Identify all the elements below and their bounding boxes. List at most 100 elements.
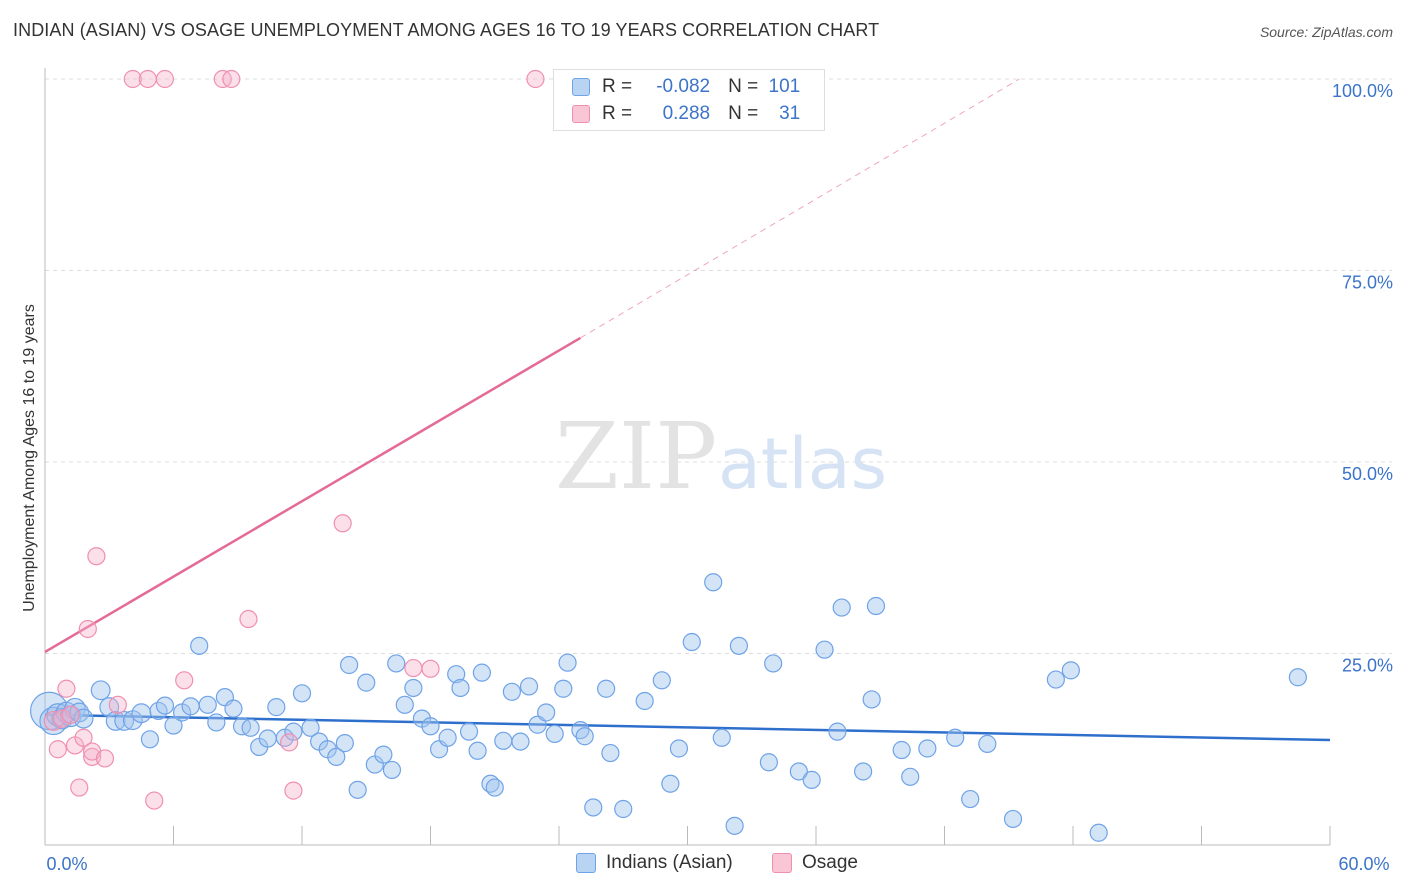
point-indians: [978, 734, 997, 753]
series-legend: Indians (Asian) Osage: [0, 852, 1406, 878]
gridlines: [45, 78, 1392, 654]
point-indians: [292, 684, 312, 703]
point-indians: [447, 665, 466, 684]
point-indians: [472, 663, 491, 682]
point-osage: [280, 733, 299, 752]
legend-label-indians: Indians (Asian): [606, 852, 733, 873]
point-indians: [181, 697, 200, 716]
legend-item-osage[interactable]: Osage: [772, 852, 858, 874]
point-indians: [789, 762, 808, 781]
point-indians: [537, 703, 556, 722]
y-tick-label: 100.0%: [1332, 81, 1393, 101]
point-indians: [815, 640, 834, 659]
legend-row-indians: R = -0.082 N = 101: [572, 74, 800, 100]
point-indians: [764, 654, 783, 673]
trend-lines: [44, 78, 1331, 742]
point-indians: [519, 677, 539, 696]
point-indians: [198, 695, 217, 714]
point-osage: [175, 671, 194, 690]
point-indians: [451, 678, 470, 698]
point-osage: [404, 658, 423, 678]
point-indians: [267, 698, 286, 717]
y-tick-label: 25.0%: [1342, 656, 1393, 676]
point-indians: [545, 724, 564, 744]
y-axis-label: Unemployment Among Ages 16 to 19 years: [21, 304, 38, 612]
correlation-legend: R = -0.082 N = 101 R = 0.288 N = 31: [553, 69, 825, 131]
trend-line-osage-extension: [580, 78, 1020, 339]
point-osage: [138, 69, 157, 89]
legend-item-indians[interactable]: Indians (Asian): [576, 852, 733, 874]
n-value: 31: [779, 103, 801, 124]
point-indians: [459, 722, 479, 741]
watermark: ZIP atlas: [555, 403, 887, 510]
point-osage: [48, 740, 67, 759]
point-indians: [759, 753, 778, 772]
point-indians: [421, 717, 440, 736]
x-axis-tick-labels: 0.0% 60.0%: [46, 854, 1389, 874]
point-indians: [140, 730, 160, 749]
r-value: 0.288: [662, 103, 711, 124]
point-indians: [340, 655, 359, 675]
trend-line-indians: [44, 713, 1331, 742]
point-indians: [114, 710, 135, 731]
point-indians: [131, 703, 152, 724]
point-indians: [918, 739, 937, 758]
x-tick-label-max: 60.0%: [1338, 854, 1389, 874]
point-indians: [105, 710, 126, 731]
source-credit: Source: ZipAtlas.com: [1259, 24, 1393, 40]
point-indians: [669, 739, 689, 758]
legend-swatch-indians: [576, 853, 596, 873]
point-indians: [946, 728, 965, 747]
y-axis-tick-labels: 25.0% 50.0% 75.0% 100.0%: [1332, 81, 1393, 676]
r-label: R =: [602, 103, 633, 124]
point-indians: [301, 718, 320, 737]
point-indians: [597, 679, 616, 698]
point-osage: [78, 619, 97, 639]
point-indians: [712, 728, 731, 747]
trend-line-osage: [44, 336, 582, 654]
n-label: N =: [728, 76, 759, 97]
point-indians: [682, 632, 701, 652]
point-indians: [382, 760, 402, 780]
point-indians: [1089, 823, 1108, 842]
legend-swatch-osage: [572, 105, 590, 123]
point-indians: [327, 747, 346, 767]
n-value: 101: [768, 76, 801, 97]
point-indians: [1003, 809, 1023, 829]
point-indians: [404, 678, 423, 698]
point-osage: [61, 705, 80, 724]
point-indians: [511, 732, 530, 751]
r-label: R =: [602, 76, 633, 97]
legend-swatch-osage: [772, 853, 792, 873]
point-indians: [614, 799, 633, 819]
point-indians: [575, 727, 594, 746]
point-indians: [961, 789, 980, 809]
point-osage: [145, 791, 164, 810]
point-indians: [832, 598, 851, 617]
point-indians: [866, 596, 886, 616]
point-osage: [57, 679, 76, 698]
point-indians: [164, 716, 183, 735]
point-indians: [90, 680, 111, 701]
point-indians: [584, 798, 603, 817]
point-osage: [53, 709, 72, 728]
point-osage: [155, 69, 175, 89]
legend-swatch-indians: [572, 78, 590, 96]
point-indians: [190, 636, 209, 655]
point-indians: [502, 682, 521, 701]
x-tick-label-min: 0.0%: [46, 854, 87, 874]
point-indians: [704, 573, 723, 592]
point-indians: [387, 654, 406, 673]
point-indians: [357, 673, 376, 692]
point-indians: [241, 718, 260, 737]
point-indians: [468, 741, 487, 760]
point-indians: [802, 770, 821, 789]
point-indians: [335, 734, 354, 753]
point-indians: [374, 745, 393, 764]
watermark-atlas: atlas: [718, 423, 887, 505]
point-osage: [284, 781, 303, 800]
point-indians: [1288, 668, 1307, 687]
point-osage: [222, 69, 241, 89]
point-indians: [395, 695, 414, 714]
